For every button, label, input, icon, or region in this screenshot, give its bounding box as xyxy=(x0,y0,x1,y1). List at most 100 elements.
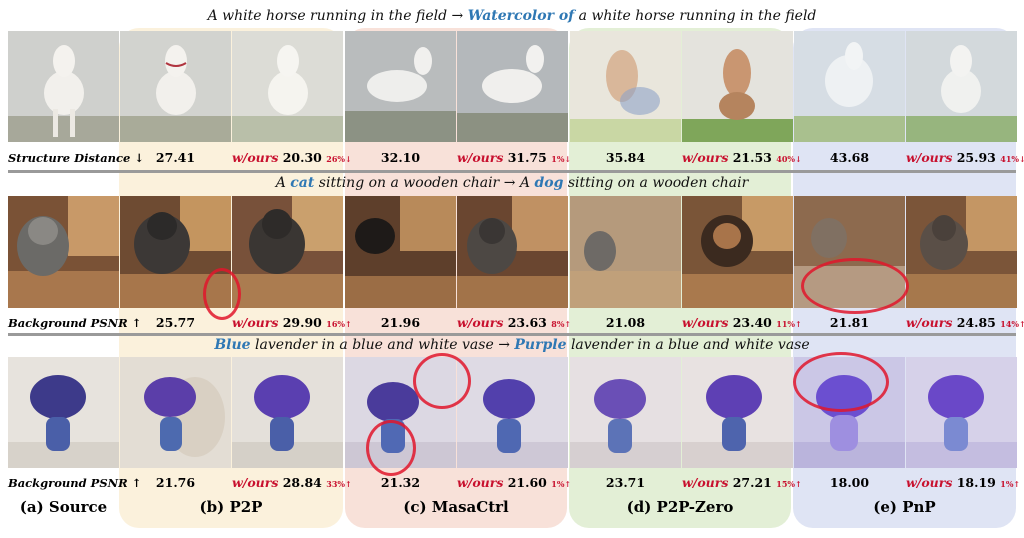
value-pnp: 18.00 xyxy=(794,475,905,490)
lavender-p2p-ours-image xyxy=(232,357,343,468)
prompt-text: a white horse running in the field xyxy=(574,8,817,24)
value-text: 20.30 xyxy=(282,150,322,165)
value-text: 21.96 xyxy=(380,315,421,330)
percent-change: 41%↓ xyxy=(1000,154,1024,164)
horse-pnp-ours-image xyxy=(906,31,1017,142)
value-pnp: 21.81 xyxy=(794,315,905,330)
row-divider xyxy=(8,333,1016,336)
prompt-highlight: dog xyxy=(534,175,564,191)
lavender-p2pzero-ours-image xyxy=(682,357,793,468)
percent-change: 8%↑ xyxy=(551,319,572,329)
prompt-text: sitting on a wooden chair xyxy=(314,175,500,191)
prompt-highlight: Blue xyxy=(214,337,251,353)
metric-label-row2: Background PSNR ↑ xyxy=(8,316,142,330)
value-p2pzero-ours: w/ours 23.40 11%↑ xyxy=(682,315,802,330)
horse-masactrl-ours-image xyxy=(457,31,568,142)
artifact-circle xyxy=(413,353,471,409)
value-text: 24.85 xyxy=(956,315,996,330)
value-text: 25.77 xyxy=(155,315,196,330)
value-p2p: 21.76 xyxy=(120,475,231,490)
ours-label: w/ours xyxy=(457,315,504,330)
lavender-p2pzero-image xyxy=(570,357,681,468)
value-masactrl: 32.10 xyxy=(345,150,456,165)
prompt-text: lavender in a blue and white vase xyxy=(566,337,810,353)
dog-p2pzero-image xyxy=(570,196,681,308)
prompt-highlight: cat xyxy=(290,175,315,191)
value-p2p: 25.77 xyxy=(120,315,231,330)
value-text: 35.84 xyxy=(605,150,646,165)
method-label-masactrl: (c) MasaCtrl xyxy=(403,498,509,516)
value-text: 21.60 xyxy=(507,475,547,490)
metric-label-row1: Structure Distance ↓ xyxy=(8,151,144,165)
percent-change: 1%↑ xyxy=(551,479,572,489)
arrow: → xyxy=(447,8,468,24)
value-text: 29.90 xyxy=(282,315,322,330)
value-masactrl-ours: w/ours 23.63 8%↑ xyxy=(457,315,572,330)
lavender-p2p-image xyxy=(120,357,231,468)
ours-label: w/ours xyxy=(906,150,953,165)
value-text: 23.40 xyxy=(732,315,772,330)
value-p2p-ours: w/ours 20.30 26%↓ xyxy=(232,150,352,165)
prompt-text: A white horse running in the field xyxy=(207,8,448,24)
ours-label: w/ours xyxy=(682,475,729,490)
dog-masactrl-ours-image xyxy=(457,196,568,308)
value-p2pzero: 21.08 xyxy=(570,315,681,330)
ours-label: w/ours xyxy=(232,315,279,330)
horse-p2pzero-ours-image xyxy=(682,31,793,142)
value-text: 27.21 xyxy=(732,475,772,490)
method-label-source: (a) Source xyxy=(19,498,108,516)
percent-change: 33%↑ xyxy=(326,479,352,489)
value-masactrl: 21.32 xyxy=(345,475,456,490)
value-pnp-ours: w/ours 24.85 14%↑ xyxy=(906,315,1024,330)
value-p2pzero: 35.84 xyxy=(570,150,681,165)
ours-label: w/ours xyxy=(457,150,504,165)
value-text: 23.63 xyxy=(507,315,547,330)
value-text: 18.00 xyxy=(829,475,870,490)
value-p2p-ours: w/ours 28.84 33%↑ xyxy=(232,475,352,490)
percent-change: 14%↑ xyxy=(1000,319,1024,329)
value-masactrl: 21.96 xyxy=(345,315,456,330)
arrow: → xyxy=(493,337,515,353)
dog-p2p-ours-image xyxy=(232,196,343,308)
ours-label: w/ours xyxy=(906,475,953,490)
value-text: 21.76 xyxy=(155,475,196,490)
lavender-source-image xyxy=(8,357,119,468)
dog-pnp-ours-image xyxy=(906,196,1017,308)
value-p2pzero-ours: w/ours 27.21 15%↑ xyxy=(682,475,802,490)
percent-change: 1%↑ xyxy=(1000,479,1021,489)
percent-change: 16%↑ xyxy=(326,319,352,329)
value-text: 27.41 xyxy=(155,150,196,165)
method-label-p2p: (b) P2P xyxy=(199,498,263,516)
percent-change: 1%↓ xyxy=(551,154,572,164)
value-p2pzero-ours: w/ours 21.53 40%↓ xyxy=(682,150,802,165)
value-text: 23.71 xyxy=(605,475,646,490)
value-text: 18.19 xyxy=(956,475,996,490)
artifact-circle xyxy=(366,420,416,476)
metric-label-row3: Background PSNR ↑ xyxy=(8,476,142,490)
ours-label: w/ours xyxy=(682,315,729,330)
value-text: 21.32 xyxy=(380,475,421,490)
value-text: 32.10 xyxy=(380,150,421,165)
percent-change: 26%↓ xyxy=(326,154,352,164)
value-text: 21.81 xyxy=(829,315,870,330)
prompt-row1: A white horse running in the field → Wat… xyxy=(0,8,1024,24)
percent-change: 11%↑ xyxy=(776,319,802,329)
artifact-circle xyxy=(203,268,241,320)
value-pnp-ours: w/ours 18.19 1%↑ xyxy=(906,475,1021,490)
percent-change: 40%↓ xyxy=(776,154,802,164)
row-divider xyxy=(8,170,1016,173)
value-text: 31.75 xyxy=(507,150,547,165)
value-masactrl-ours: w/ours 21.60 1%↑ xyxy=(457,475,572,490)
prompt-text: A xyxy=(275,175,291,191)
value-p2p-ours: w/ours 29.90 16%↑ xyxy=(232,315,352,330)
ours-label: w/ours xyxy=(906,315,953,330)
prompt-text: sitting on a wooden chair xyxy=(563,175,749,191)
percent-change: 15%↑ xyxy=(776,479,802,489)
ours-label: w/ours xyxy=(232,150,279,165)
prompt-highlight: Watercolor of xyxy=(467,8,575,24)
prompt-text: lavender in a blue and white vase xyxy=(250,337,494,353)
value-pnp: 43.68 xyxy=(794,150,905,165)
horse-source-image xyxy=(8,31,119,142)
value-pnp-ours: w/ours 25.93 41%↓ xyxy=(906,150,1024,165)
value-p2pzero: 23.71 xyxy=(570,475,681,490)
